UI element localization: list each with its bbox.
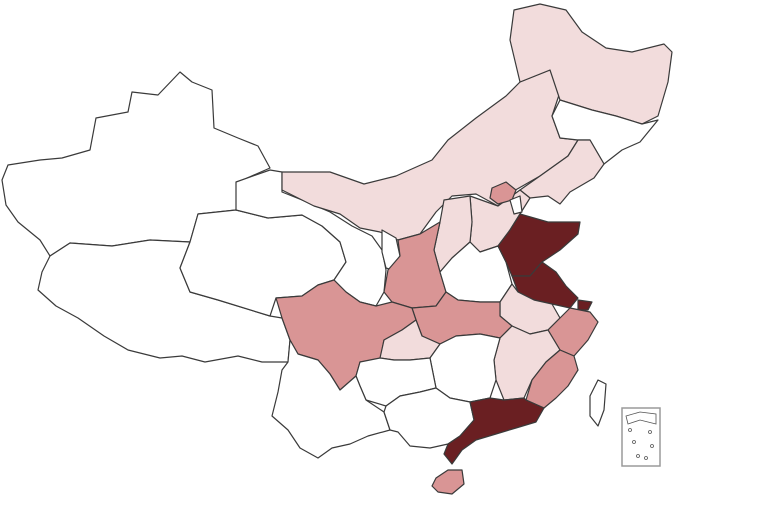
province-tibet[interactable] xyxy=(37,239,291,363)
inset-island-dot xyxy=(636,454,640,458)
province-gansu[interactable] xyxy=(235,169,387,307)
inset-island-dot xyxy=(628,428,632,432)
inset-frame xyxy=(621,407,661,467)
inset-island-outline xyxy=(625,411,657,425)
province-hainan[interactable] xyxy=(431,469,465,495)
province-xinjiang[interactable] xyxy=(1,71,271,257)
inset-island-dot xyxy=(648,430,652,434)
inset-island-dot xyxy=(632,440,636,444)
province-heilongjiang[interactable] xyxy=(509,3,673,125)
province-layer xyxy=(1,3,673,495)
south-china-sea-inset xyxy=(621,407,661,467)
province-shanghai[interactable] xyxy=(577,299,593,311)
province-yunnan[interactable] xyxy=(271,339,391,459)
province-tianjin[interactable] xyxy=(509,195,523,215)
inset-island-dot xyxy=(650,444,654,448)
inset-island-dot xyxy=(644,456,648,460)
province-jilin[interactable] xyxy=(551,99,659,165)
province-guangdong[interactable] xyxy=(443,397,545,465)
province-taiwan[interactable] xyxy=(589,379,607,427)
province-shandong[interactable] xyxy=(497,213,581,277)
